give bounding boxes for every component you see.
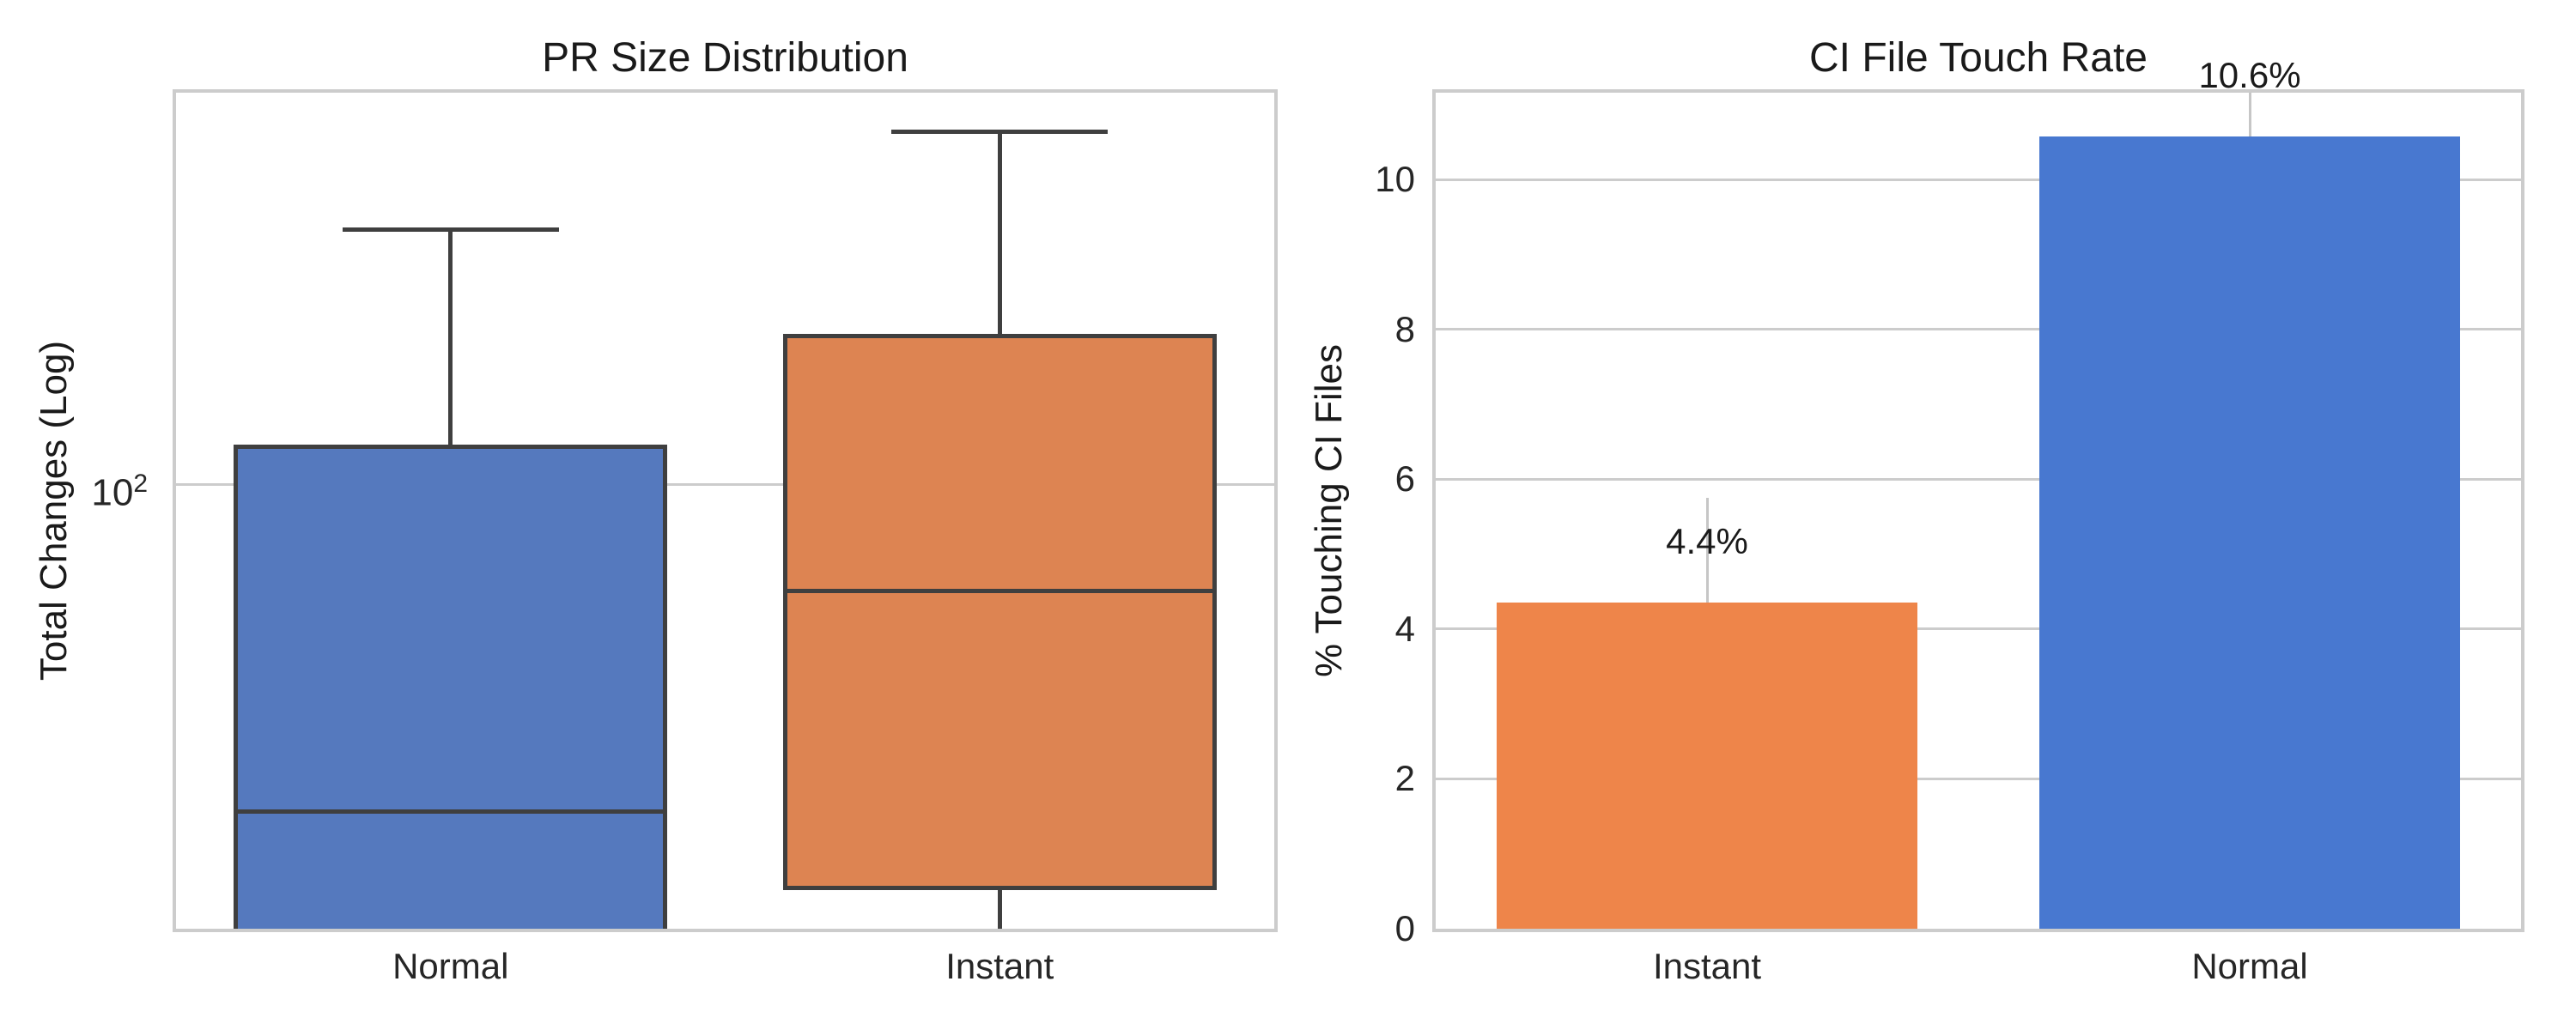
right-chart-title: CI File Touch Rate bbox=[1809, 35, 2148, 81]
y-tick-label-4: 4 bbox=[1394, 608, 1415, 649]
x-tick-label-normal: Normal bbox=[2191, 946, 2308, 986]
median-line bbox=[782, 589, 1217, 594]
upper-whisker-cap bbox=[342, 227, 559, 233]
decade-gridline bbox=[176, 482, 1274, 486]
x-tick-label-instant: Instant bbox=[1652, 946, 1762, 986]
y-tick-label-2: 2 bbox=[1394, 758, 1415, 799]
bar-normal bbox=[2039, 136, 2460, 929]
y-tick-label-6: 6 bbox=[1394, 458, 1415, 500]
y-gridline-8 bbox=[1436, 328, 2521, 331]
bar-value-label-normal: 10.6% bbox=[2198, 54, 2301, 95]
median-line bbox=[234, 809, 668, 815]
y-tick-label-10: 10 bbox=[1375, 159, 1415, 200]
left-y-axis-label: Total Changes (Log) bbox=[33, 340, 75, 682]
left-chart-title: PR Size Distribution bbox=[542, 35, 908, 81]
boxplot-plot-area bbox=[176, 93, 1274, 929]
y-gridline-10 bbox=[1436, 178, 2521, 181]
upper-whisker-line bbox=[997, 131, 1002, 335]
box-instant bbox=[782, 334, 1217, 891]
barchart-plot-area bbox=[1436, 93, 2521, 929]
y-gridline-4 bbox=[1436, 627, 2521, 631]
lower-whisker-line bbox=[997, 890, 1002, 929]
upper-whisker-cap bbox=[891, 130, 1109, 135]
bar-value-label-instant: 4.4% bbox=[1666, 521, 1748, 562]
x-tick-label-normal: Normal bbox=[392, 946, 509, 986]
x-tick-label-instant: Instant bbox=[945, 946, 1054, 986]
box-normal bbox=[234, 445, 668, 929]
log-tick-base: 10 bbox=[91, 471, 134, 514]
left-y-tick-100: 102 bbox=[0, 460, 148, 514]
y-tick-label-0: 0 bbox=[1394, 908, 1415, 948]
bar-instant bbox=[1497, 603, 1917, 929]
log-tick-exponent: 2 bbox=[133, 470, 148, 498]
error-line-normal bbox=[2248, 93, 2251, 136]
y-gridline-6 bbox=[1436, 477, 2521, 481]
error-line-instant bbox=[1705, 498, 1709, 603]
y-gridline-2 bbox=[1436, 777, 2521, 780]
upper-whisker-line bbox=[448, 229, 453, 445]
y-tick-label-8: 8 bbox=[1394, 308, 1415, 349]
